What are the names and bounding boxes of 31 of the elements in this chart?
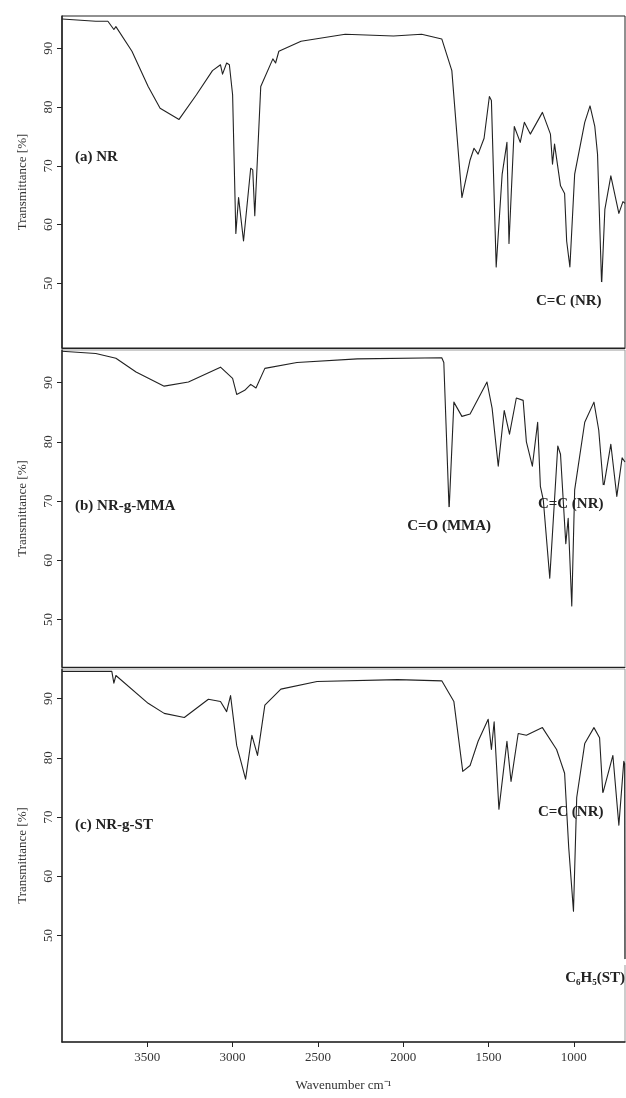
y-tick-label: 50: [40, 928, 55, 942]
y-tick-label: 50: [40, 613, 55, 627]
annotation: C=C (NR): [536, 292, 602, 310]
y-tick-label: 60: [40, 869, 55, 883]
y-axis-title: Transmittance [%]: [14, 460, 29, 557]
annotation: C=O (MMA): [407, 517, 492, 535]
y-tick-label: 70: [40, 810, 55, 824]
text: (a) NR: [75, 147, 119, 165]
y-tick-label: 90: [40, 376, 55, 390]
text: (c) NR-g-ST: [75, 815, 153, 833]
y-tick-label: 60: [40, 218, 55, 232]
x-tick-label: 3000: [219, 1049, 246, 1064]
y-tick-label: 90: [40, 41, 55, 55]
y-tick-label: 60: [40, 553, 55, 567]
x-axis-title: Wavenumber cm⁻¹: [295, 1077, 392, 1092]
x-tick-label: 2000: [390, 1049, 417, 1064]
x-tick-label: 2500: [304, 1049, 331, 1064]
y-axis-title: Transmittance [%]: [14, 807, 29, 904]
y-tick-label: 80: [40, 100, 55, 114]
y-axis-title: Transmittance [%]: [14, 133, 29, 231]
annotation: C₆H₅(ST): [565, 969, 625, 987]
y-tick-label: 80: [40, 751, 55, 765]
y-tick-label: 80: [40, 435, 55, 449]
x-tick-label: 3500: [134, 1049, 161, 1064]
x-tick-label: 1000: [560, 1049, 587, 1064]
y-tick-label: 50: [40, 276, 55, 290]
y-tick-label: 70: [40, 159, 55, 173]
y-tick-label: 90: [40, 692, 55, 706]
text: (b) NR-g-MMA: [75, 496, 176, 514]
x-tick-label: 1500: [475, 1049, 502, 1064]
y-tick-label: 70: [40, 494, 55, 508]
